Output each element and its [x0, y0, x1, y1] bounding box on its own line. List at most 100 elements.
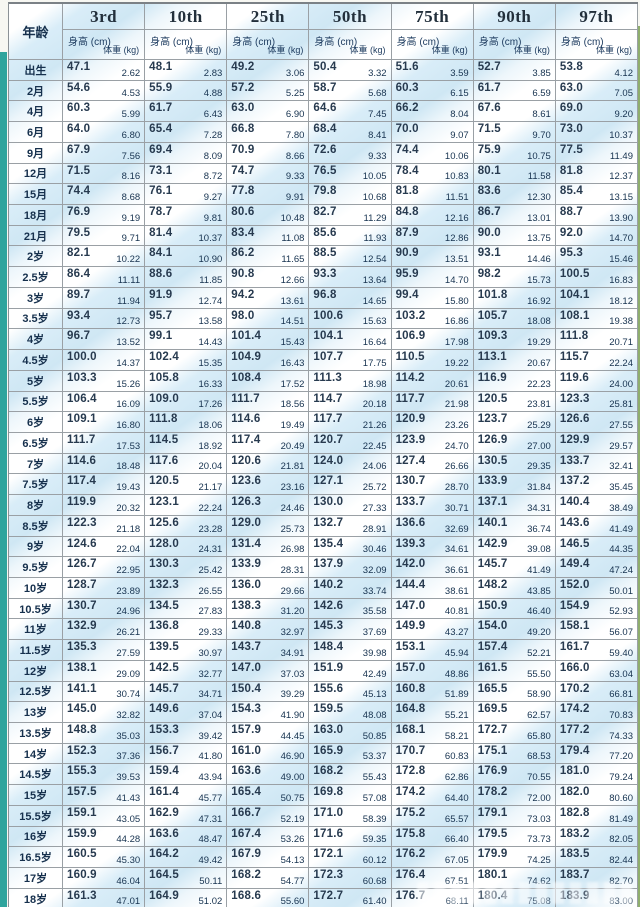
- weight-value: 22.24: [198, 502, 223, 514]
- weight-value: 37.69: [362, 627, 387, 639]
- data-cell: 165.5 58.90: [473, 681, 556, 703]
- data-cell: 78.7 9.81: [145, 205, 228, 226]
- weight-value: 51.89: [444, 689, 469, 701]
- weight-value: 20.71: [609, 337, 633, 349]
- height-value: 152.0: [559, 578, 590, 591]
- height-value: 114.7: [313, 392, 343, 405]
- height-value: 98.0: [231, 309, 255, 322]
- height-value: 74.4: [395, 143, 419, 156]
- data-cell: 159.9 44.28: [63, 826, 146, 848]
- data-cell: 114.7 20.18: [309, 391, 392, 413]
- data-cell: 83.6 12.30: [473, 184, 556, 206]
- weight-value: 10.22: [116, 254, 141, 266]
- weight-value: 15.73: [527, 274, 551, 286]
- weight-value: 83.00: [609, 896, 633, 907]
- weight-value: 7.80: [285, 129, 305, 141]
- data-cell: 120.7 22.45: [309, 432, 392, 454]
- weight-value: 41.49: [527, 564, 551, 576]
- height-value: 169.5: [477, 703, 508, 716]
- weight-value: 11.51: [445, 192, 469, 204]
- height-value: 140.4: [559, 496, 590, 509]
- data-cell: 128.7 23.89: [63, 577, 146, 599]
- age-label: 14岁: [9, 743, 63, 765]
- weight-value: 53.37: [362, 751, 387, 763]
- weight-value: 7.45: [368, 109, 387, 121]
- height-value: 47.1: [67, 61, 91, 73]
- height-unit-label: 身高 (cm): [560, 37, 604, 48]
- height-value: 48.1: [149, 61, 173, 73]
- weight-value: 23.28: [198, 523, 223, 535]
- height-unit-label: 身高 (cm): [150, 37, 193, 48]
- height-value: 176.4: [395, 869, 426, 882]
- data-cell: 183.5 82.44: [555, 847, 638, 869]
- age-label: 7岁: [9, 453, 63, 475]
- data-cell: 104.1 16.64: [309, 329, 392, 351]
- height-value: 130.7: [67, 599, 97, 612]
- height-unit-label: 身高 (cm): [232, 37, 276, 48]
- height-value: 183.9: [559, 889, 590, 902]
- weight-value: 66.81: [609, 689, 633, 701]
- weight-value: 24.96: [116, 606, 141, 618]
- data-cell: 90.0 13.75: [473, 225, 556, 247]
- height-value: 126.9: [477, 433, 508, 446]
- weight-value: 58.39: [362, 813, 387, 825]
- height-value: 90.8: [231, 268, 255, 281]
- weight-value: 55.21: [444, 710, 469, 721]
- height-value: 111.3: [313, 371, 342, 384]
- height-value: 120.5: [149, 475, 179, 488]
- data-cell: 133.7 32.41: [555, 453, 638, 475]
- data-cell: 117.7 21.26: [309, 412, 392, 433]
- weight-value: 24.06: [362, 461, 387, 473]
- height-value: 149.4: [559, 558, 590, 571]
- weight-value: 39.42: [198, 730, 223, 742]
- weight-value: 11.11: [117, 274, 141, 286]
- weight-value: 37.04: [198, 710, 223, 721]
- age-label: 10.5岁: [9, 598, 63, 620]
- weight-value: 52.21: [527, 647, 551, 659]
- weight-value: 57.08: [362, 792, 387, 804]
- weight-value: 73.73: [527, 834, 551, 846]
- weight-value: 19.38: [609, 316, 633, 328]
- age-label: 18岁: [9, 888, 63, 907]
- data-cell: 93.4 12.73: [63, 308, 146, 330]
- data-cell: 93.3 13.64: [309, 267, 392, 288]
- data-cell: 103.2 16.86: [391, 308, 474, 330]
- data-cell: 138.3 31.20: [227, 598, 310, 620]
- height-value: 114.2: [395, 371, 425, 384]
- weight-value: 18.48: [116, 461, 141, 473]
- height-value: 104.1: [313, 330, 344, 343]
- height-value: 100.0: [67, 351, 97, 364]
- height-value: 66.8: [231, 123, 255, 136]
- height-value: 139.5: [149, 641, 179, 654]
- weight-value: 18.56: [280, 399, 305, 411]
- weight-value: 48.86: [444, 668, 469, 680]
- height-value: 161.0: [231, 744, 262, 757]
- height-value: 145.0: [67, 703, 97, 716]
- weight-value: 19.49: [280, 419, 305, 431]
- data-cell: 170.2 66.81: [555, 681, 638, 703]
- weight-value: 17.98: [444, 337, 469, 349]
- data-cell: 67.6 8.61: [473, 101, 556, 123]
- data-cell: 172.7 65.80: [473, 723, 556, 744]
- weight-value: 12.74: [198, 295, 223, 307]
- data-cell: 172.3 60.68: [309, 868, 392, 889]
- data-cell: 132.7 28.91: [309, 515, 392, 537]
- data-cell: 105.7 18.08: [473, 308, 556, 330]
- weight-value: 10.83: [444, 171, 469, 183]
- height-value: 111.8: [559, 330, 589, 343]
- height-value: 172.7: [313, 889, 344, 902]
- age-label: 3.5岁: [9, 308, 63, 330]
- data-cell: 86.7 13.01: [473, 205, 556, 226]
- data-cell: 115.7 22.24: [555, 350, 638, 371]
- age-label: 12岁: [9, 660, 63, 682]
- age-label: 8岁: [9, 495, 63, 516]
- height-value: 157.0: [395, 661, 426, 674]
- height-value: 76.1: [149, 185, 173, 198]
- height-value: 106.4: [67, 392, 97, 405]
- growth-table: 年龄 3rd 10th 25th 50th 75th 90th 97th 身高 …: [8, 2, 638, 907]
- weight-value: 24.46: [280, 502, 305, 514]
- data-cell: 168.2 55.43: [309, 764, 392, 786]
- weight-value: 8.66: [285, 150, 305, 162]
- data-cell: 179.1 73.03: [473, 805, 556, 827]
- weight-value: 39.29: [280, 689, 305, 701]
